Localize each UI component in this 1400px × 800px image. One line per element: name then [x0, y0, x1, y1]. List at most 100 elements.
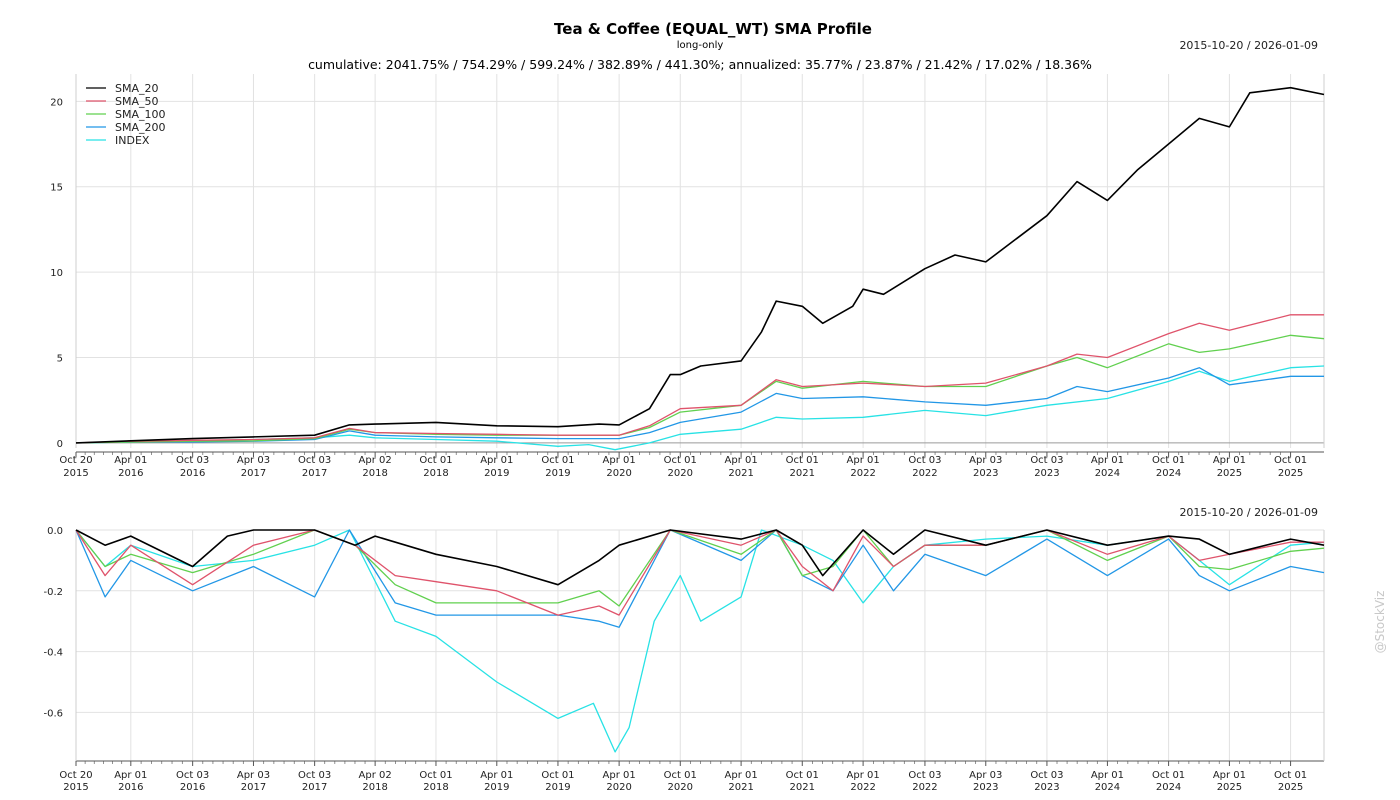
y-tick-label: 0.0 [47, 526, 63, 537]
x-tick-label: Apr 03 [237, 770, 270, 781]
x-tick-year: 2020 [668, 782, 693, 793]
x-tick-label: Oct 03 [176, 455, 209, 466]
x-tick-year: 2022 [912, 468, 937, 479]
chart-subtitle: long-only [677, 40, 724, 51]
x-tick-year: 2015 [63, 468, 88, 479]
x-tick-label: Apr 02 [359, 455, 392, 466]
date-range-bottom: 2015-10-20 / 2026-01-09 [1179, 506, 1318, 519]
x-tick-year: 2018 [362, 782, 387, 793]
x-tick-year: 2017 [241, 782, 266, 793]
x-tick-label: Apr 01 [847, 455, 880, 466]
x-tick-year: 2015 [63, 782, 88, 793]
x-tick-label: Oct 01 [786, 770, 819, 781]
x-tick-year: 2024 [1095, 782, 1120, 793]
x-tick-year: 2019 [545, 468, 570, 479]
x-tick-label: Apr 01 [1213, 455, 1246, 466]
x-tick-year: 2025 [1278, 468, 1303, 479]
x-tick-label: Apr 01 [114, 770, 147, 781]
y-tick-label: 15 [50, 183, 63, 194]
x-tick-label: Apr 01 [1213, 770, 1246, 781]
x-tick-label: Oct 01 [786, 455, 819, 466]
x-tick-year: 2017 [241, 468, 266, 479]
x-tick-label: Apr 01 [603, 455, 636, 466]
x-tick-label: Apr 03 [969, 770, 1002, 781]
series-line-sma_50 [75, 314, 1324, 444]
x-tick-year: 2017 [302, 468, 327, 479]
x-tick-year: 2024 [1095, 468, 1120, 479]
y-tick-label: -0.4 [43, 648, 63, 659]
x-tick-label: Oct 20 [59, 770, 92, 781]
x-tick-label: Oct 01 [541, 455, 574, 466]
x-tick-label: Oct 03 [1030, 770, 1063, 781]
x-tick-label: Oct 01 [1274, 455, 1307, 466]
x-tick-label: Apr 01 [725, 455, 758, 466]
x-tick-year: 2023 [973, 782, 998, 793]
x-tick-year: 2025 [1278, 782, 1303, 793]
x-tick-year: 2020 [606, 468, 631, 479]
x-tick-year: 2017 [302, 782, 327, 793]
x-tick-year: 2023 [973, 468, 998, 479]
x-tick-year: 2023 [1034, 782, 1059, 793]
x-tick-year: 2016 [118, 782, 143, 793]
x-tick-year: 2024 [1156, 468, 1181, 479]
y-tick-label: 5 [57, 353, 63, 364]
x-tick-label: Apr 01 [847, 770, 880, 781]
x-tick-label: Oct 03 [908, 455, 941, 466]
x-tick-label: Oct 03 [908, 770, 941, 781]
x-tick-year: 2021 [728, 782, 753, 793]
x-tick-year: 2022 [850, 468, 875, 479]
x-tick-label: Oct 01 [1274, 770, 1307, 781]
legend-label: SMA_20 [115, 82, 159, 95]
x-tick-year: 2016 [180, 468, 205, 479]
x-tick-year: 2018 [362, 468, 387, 479]
x-tick-label: Apr 01 [480, 455, 513, 466]
cumulative-summary: cumulative: 2041.75% / 754.29% / 599.24%… [308, 57, 1092, 72]
chart-title: Tea & Coffee (EQUAL_WT) SMA Profile [554, 20, 872, 38]
watermark: @StockViz [1373, 591, 1387, 654]
x-tick-year: 2019 [484, 468, 509, 479]
x-tick-year: 2021 [790, 782, 815, 793]
x-tick-label: Apr 01 [603, 770, 636, 781]
x-tick-label: Apr 03 [237, 455, 270, 466]
x-tick-year: 2019 [484, 782, 509, 793]
y-tick-label: 10 [50, 268, 63, 279]
x-tick-label: Oct 03 [298, 770, 331, 781]
legend-label: SMA_50 [115, 95, 159, 108]
x-tick-year: 2021 [728, 468, 753, 479]
series-line-index [75, 529, 1325, 753]
x-tick-year: 2025 [1217, 468, 1242, 479]
x-tick-year: 2023 [1034, 468, 1059, 479]
series-line-sma_200 [75, 367, 1324, 444]
x-tick-label: Oct 01 [664, 770, 697, 781]
x-tick-year: 2018 [423, 782, 448, 793]
date-range-top: 2015-10-20 / 2026-01-09 [1179, 39, 1318, 52]
x-tick-label: Apr 02 [359, 770, 392, 781]
series-line-sma_50 [75, 529, 1324, 616]
x-tick-label: Apr 01 [480, 770, 513, 781]
series-line-sma_100 [75, 529, 1325, 607]
x-tick-label: Apr 01 [1091, 455, 1124, 466]
x-tick-label: Oct 03 [1030, 455, 1063, 466]
x-tick-label: Oct 03 [176, 770, 209, 781]
x-tick-label: Oct 03 [298, 455, 331, 466]
x-tick-label: Oct 20 [59, 455, 92, 466]
x-tick-year: 2022 [912, 782, 937, 793]
legend-label: INDEX [115, 134, 150, 147]
x-tick-year: 2021 [790, 468, 815, 479]
x-tick-label: Oct 01 [419, 770, 452, 781]
series-line-sma_20 [75, 86, 1325, 444]
x-tick-label: Apr 01 [1091, 770, 1124, 781]
y-tick-label: 20 [50, 97, 63, 108]
y-tick-label: 0 [57, 439, 63, 450]
y-tick-label: -0.2 [43, 587, 63, 598]
x-tick-year: 2020 [606, 782, 631, 793]
series-line-sma_200 [75, 529, 1325, 628]
x-tick-label: Oct 01 [664, 455, 697, 466]
x-tick-label: Oct 01 [541, 770, 574, 781]
x-tick-label: Apr 03 [969, 455, 1002, 466]
legend-label: SMA_200 [115, 121, 166, 134]
